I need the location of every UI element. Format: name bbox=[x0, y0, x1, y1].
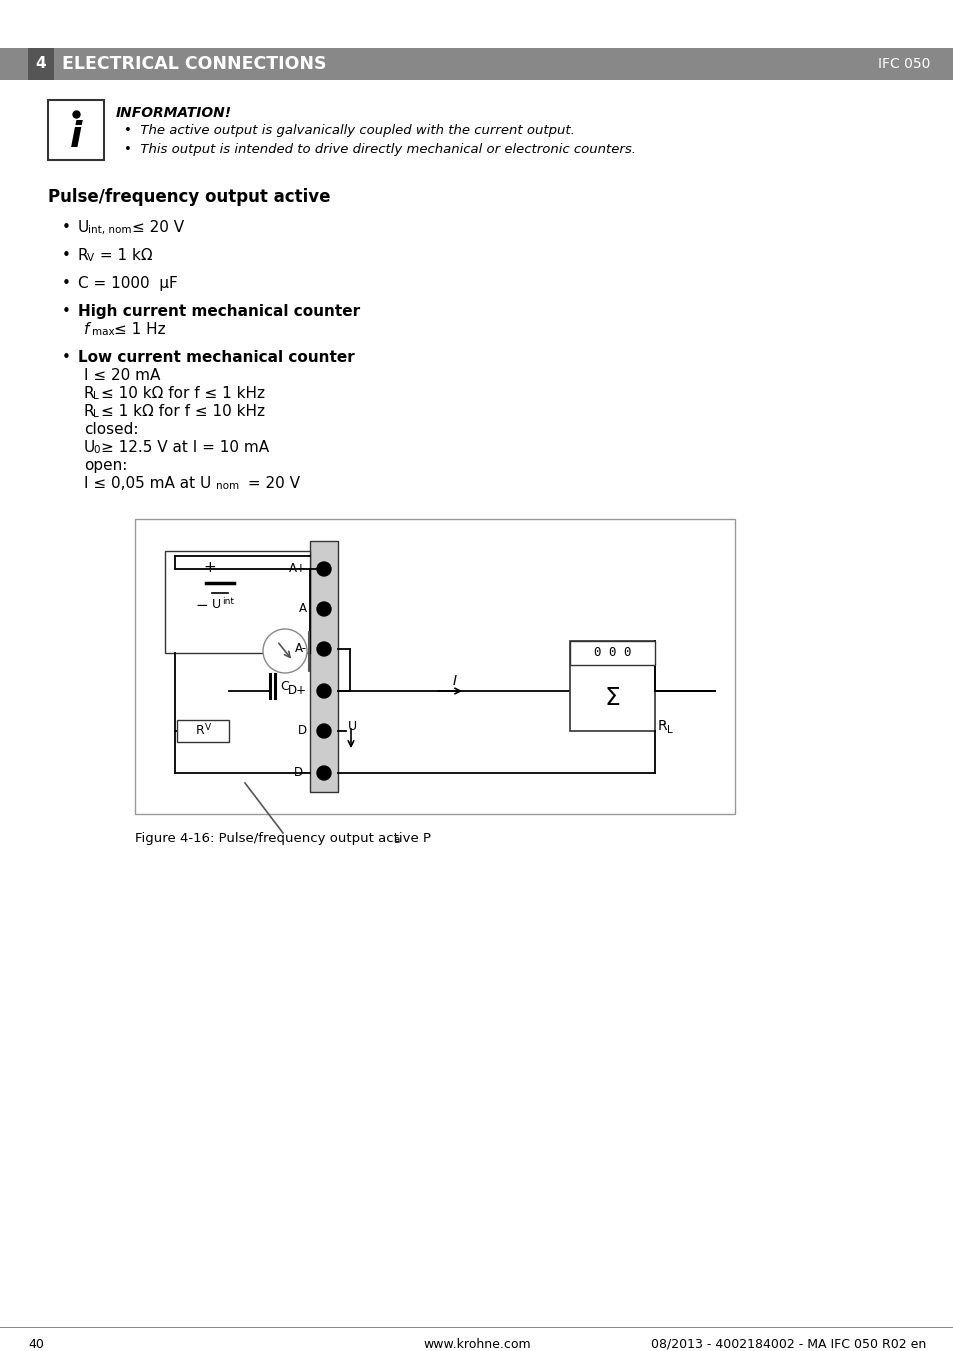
Text: −: − bbox=[195, 597, 208, 612]
Text: R: R bbox=[195, 724, 204, 738]
Text: •  The active output is galvanically coupled with the current output.: • The active output is galvanically coup… bbox=[124, 124, 575, 136]
Text: C = 1000  μF: C = 1000 μF bbox=[78, 276, 177, 290]
Text: •: • bbox=[62, 304, 71, 319]
Text: f: f bbox=[84, 322, 90, 336]
Text: closed:: closed: bbox=[84, 422, 138, 436]
Text: IFC 050: IFC 050 bbox=[877, 57, 929, 72]
Bar bbox=[310, 540, 337, 792]
Circle shape bbox=[263, 630, 307, 673]
Text: U: U bbox=[78, 220, 90, 235]
Text: +: + bbox=[203, 561, 216, 576]
Text: nom: nom bbox=[215, 481, 239, 490]
Text: int, nom: int, nom bbox=[88, 226, 132, 235]
Text: •  This output is intended to drive directly mechanical or electronic counters.: • This output is intended to drive direc… bbox=[124, 143, 636, 155]
Bar bbox=[28, 49, 54, 80]
Text: R: R bbox=[78, 249, 89, 263]
Text: •: • bbox=[62, 350, 71, 365]
Text: ≤ 1 kΩ for f ≤ 10 kHz: ≤ 1 kΩ for f ≤ 10 kHz bbox=[101, 404, 265, 419]
Text: Σ: Σ bbox=[604, 686, 619, 711]
Text: A: A bbox=[298, 603, 307, 616]
Text: U: U bbox=[84, 440, 95, 455]
Text: I: I bbox=[453, 674, 456, 688]
Text: int: int bbox=[222, 597, 233, 605]
Text: Pulse/frequency output active: Pulse/frequency output active bbox=[48, 188, 330, 205]
Text: 4: 4 bbox=[35, 57, 47, 72]
Text: A+: A+ bbox=[289, 562, 307, 576]
Text: L: L bbox=[92, 390, 99, 401]
Text: D-: D- bbox=[294, 766, 307, 780]
Circle shape bbox=[316, 766, 331, 780]
Text: V: V bbox=[87, 253, 94, 263]
Text: ≤ 10 kΩ for f ≤ 1 kHz: ≤ 10 kΩ for f ≤ 1 kHz bbox=[101, 386, 265, 401]
Text: •: • bbox=[62, 249, 71, 263]
Text: www.krohne.com: www.krohne.com bbox=[423, 1337, 530, 1351]
Text: a: a bbox=[393, 835, 399, 844]
Text: Low current mechanical counter: Low current mechanical counter bbox=[78, 350, 355, 365]
Bar bbox=[165, 551, 310, 653]
Circle shape bbox=[316, 684, 331, 698]
Text: INFORMATION!: INFORMATION! bbox=[116, 105, 232, 120]
Text: = 1 kΩ: = 1 kΩ bbox=[95, 249, 152, 263]
Text: U: U bbox=[212, 598, 221, 612]
Text: R: R bbox=[84, 404, 94, 419]
Text: ELECTRICAL CONNECTIONS: ELECTRICAL CONNECTIONS bbox=[62, 55, 326, 73]
Text: L: L bbox=[92, 409, 99, 419]
Text: ≤ 20 V: ≤ 20 V bbox=[132, 220, 184, 235]
Text: D: D bbox=[297, 724, 307, 738]
Bar bbox=[48, 100, 104, 159]
Circle shape bbox=[316, 562, 331, 576]
Text: •: • bbox=[62, 276, 71, 290]
Text: 08/2013 - 4002184002 - MA IFC 050 R02 en: 08/2013 - 4002184002 - MA IFC 050 R02 en bbox=[650, 1337, 925, 1351]
Text: i: i bbox=[70, 120, 82, 154]
Text: I ≤ 0,05 mA at U: I ≤ 0,05 mA at U bbox=[84, 476, 211, 490]
Text: Figure 4-16: Pulse/frequency output active P: Figure 4-16: Pulse/frequency output acti… bbox=[135, 832, 431, 844]
Bar bbox=[177, 720, 229, 742]
Text: ≥ 12.5 V at I = 10 mA: ≥ 12.5 V at I = 10 mA bbox=[101, 440, 269, 455]
Text: = 20 V: = 20 V bbox=[243, 476, 299, 490]
Text: max: max bbox=[91, 327, 114, 336]
Bar bbox=[135, 519, 734, 815]
Text: I ≤ 20 mA: I ≤ 20 mA bbox=[84, 367, 160, 382]
Text: 40: 40 bbox=[28, 1337, 44, 1351]
Bar bbox=[308, 631, 309, 671]
Text: L: L bbox=[666, 725, 672, 735]
Text: A-: A- bbox=[294, 643, 307, 655]
Text: U: U bbox=[348, 720, 356, 734]
Text: R: R bbox=[658, 719, 667, 734]
Bar bbox=[569, 640, 655, 665]
Bar bbox=[0, 49, 953, 80]
Text: C: C bbox=[280, 680, 289, 693]
Text: •: • bbox=[62, 220, 71, 235]
Text: 0 0 0: 0 0 0 bbox=[593, 647, 631, 659]
Text: ≤ 1 Hz: ≤ 1 Hz bbox=[113, 322, 166, 336]
Text: High current mechanical counter: High current mechanical counter bbox=[78, 304, 359, 319]
Circle shape bbox=[316, 642, 331, 657]
Circle shape bbox=[316, 724, 331, 738]
Circle shape bbox=[316, 603, 331, 616]
Text: R: R bbox=[84, 386, 94, 401]
Text: open:: open: bbox=[84, 458, 128, 473]
Bar bbox=[569, 640, 655, 731]
Text: V: V bbox=[205, 724, 211, 732]
Text: D+: D+ bbox=[288, 685, 307, 697]
Text: 0: 0 bbox=[92, 444, 99, 455]
